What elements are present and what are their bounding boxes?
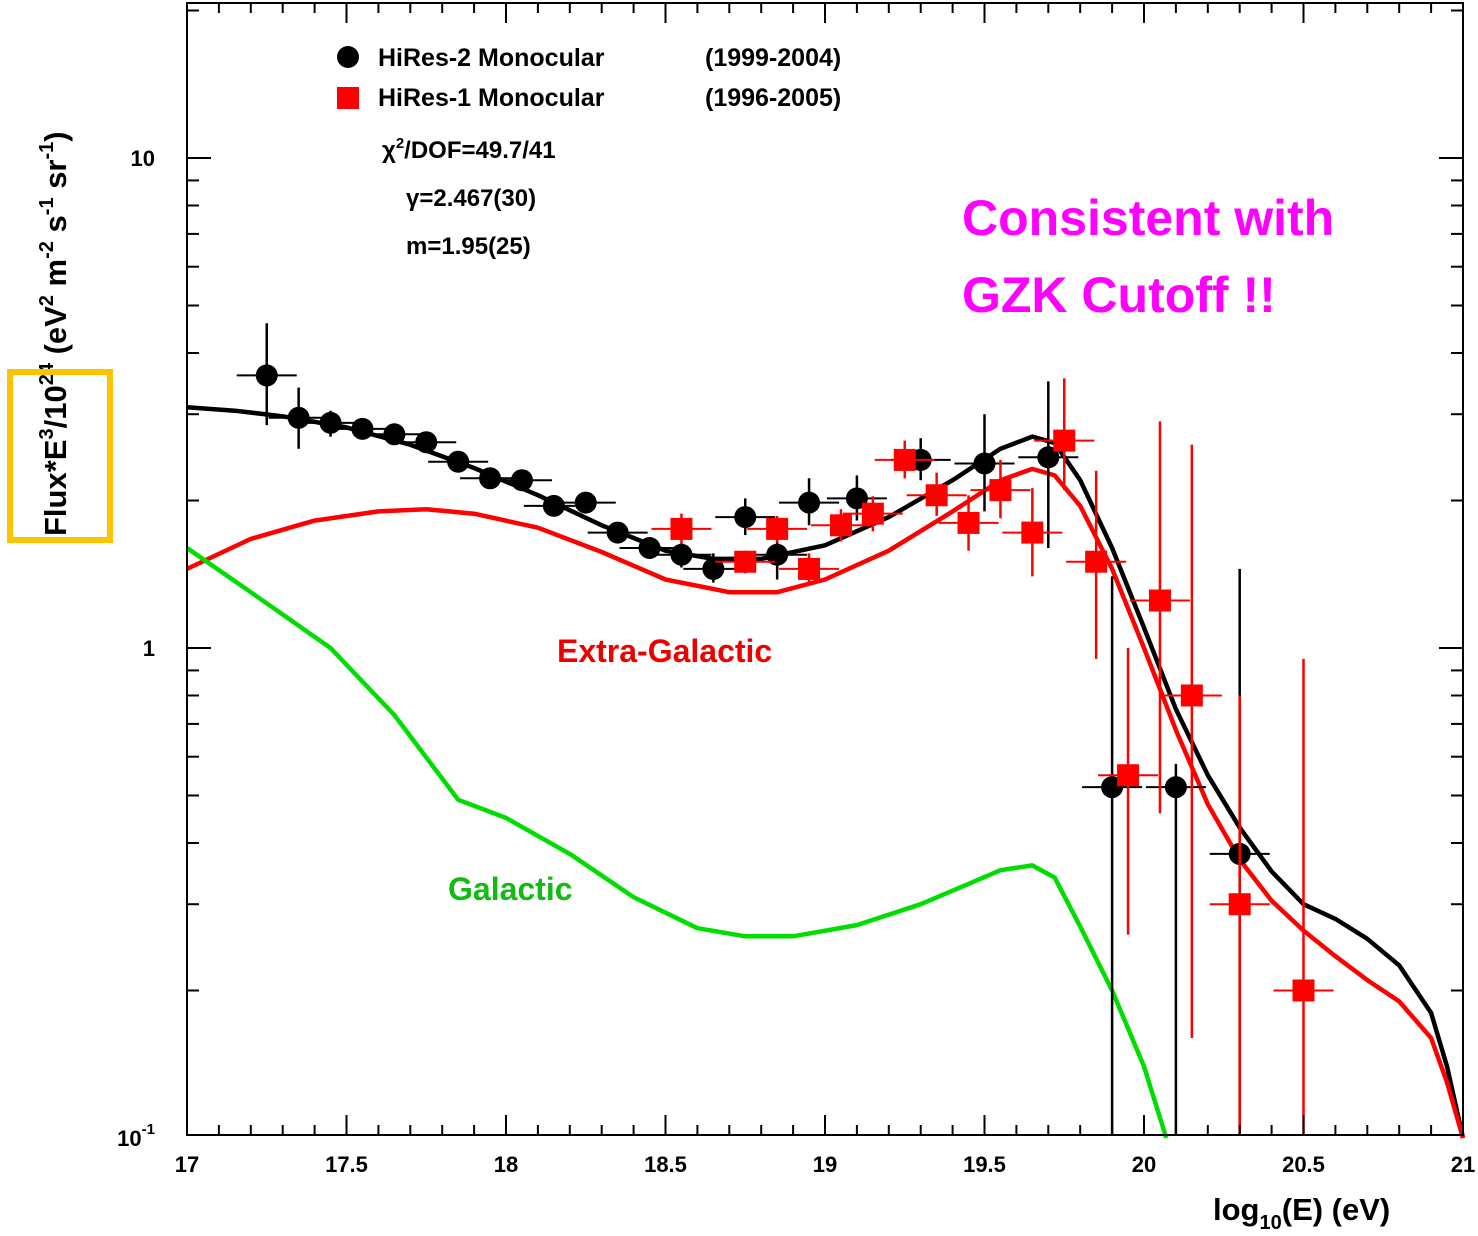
fit-stats: χ2/DOF=49.7/41 γ=2.467(30) m=1.95(25)	[382, 135, 556, 260]
chi2-dof: χ2/DOF=49.7/41	[382, 135, 556, 164]
data-point-square	[861, 502, 884, 525]
legend-marker-hires2	[337, 46, 359, 68]
y-tick-label: 10-1	[117, 1121, 155, 1151]
y-tick-exponent: -1	[142, 1121, 155, 1138]
data-point-circle	[766, 543, 789, 566]
gamma-value: γ=2.467(30)	[406, 185, 536, 212]
data-point-circle	[383, 423, 406, 446]
chart-text: HiRes-2 Monocular (1999-2004) HiRes-1 Mo…	[7, 44, 1390, 1234]
data-point-square	[1148, 589, 1171, 612]
y-axis-title-sup: -1	[36, 197, 58, 215]
chi-exponent: 2	[396, 135, 404, 152]
data-point-circle	[510, 469, 533, 492]
data-point-circle	[1037, 446, 1060, 469]
data-point-square	[925, 484, 948, 507]
data-point-circle	[798, 491, 821, 514]
data-point-circle	[1164, 776, 1187, 799]
y-tick-label: 1	[143, 636, 155, 661]
y-axis-title-part: Flux*E	[38, 440, 73, 536]
y-axis-title-part: sr	[38, 160, 73, 198]
data-point-circle	[638, 536, 661, 559]
data-point-square	[798, 557, 821, 580]
extra-galactic-curve	[186, 466, 1466, 1139]
data-point-square	[734, 550, 757, 573]
x-axis-title-rest: (E) (eV)	[1282, 1192, 1391, 1227]
data-point-circle	[574, 491, 597, 514]
legend-years-hires2: (1999-2004)	[705, 44, 841, 72]
total-fit-curve	[186, 404, 1466, 1139]
x-tick-label: 17.5	[325, 1152, 368, 1177]
data-point-square	[1292, 979, 1315, 1002]
data-point-circle	[351, 417, 374, 440]
y-axis-title-sup: 2	[36, 295, 58, 306]
data-point-circle	[606, 521, 629, 544]
legend-marker-hires1	[337, 87, 359, 109]
y-axis-title-sup: -2	[36, 241, 58, 259]
data-point-circle	[542, 494, 565, 517]
x-tick-label: 18.5	[644, 1152, 687, 1177]
data-point-square	[1085, 550, 1108, 573]
x-tick-label: 17	[175, 1152, 199, 1177]
data-point-circle	[287, 406, 310, 429]
data-point-circle	[255, 364, 278, 387]
data-point-circle	[479, 467, 502, 490]
y-axis-title-part: m	[38, 259, 73, 295]
highlight-box	[7, 369, 113, 543]
x-tick-label: 18	[494, 1152, 518, 1177]
m-value: m=1.95(25)	[406, 233, 531, 260]
data-point-circle	[447, 450, 470, 473]
data-point-circle	[973, 452, 996, 475]
fit-curves	[185, 404, 1466, 1139]
x-tick-label: 20.5	[1282, 1152, 1325, 1177]
gzk-note-line1: Consistent with	[962, 190, 1334, 246]
data-point-circle	[702, 557, 725, 580]
data-point-square	[1180, 684, 1203, 707]
y-tick-base: 1	[143, 636, 155, 661]
data-point-square	[893, 448, 916, 471]
x-tick-label: 19	[813, 1152, 837, 1177]
y-axis-title-part: s	[38, 215, 73, 241]
x-tick-label: 19.5	[963, 1152, 1006, 1177]
data-point-square	[1117, 764, 1140, 787]
y-axis-title-part: /10	[38, 385, 73, 428]
data-point-circle	[670, 543, 693, 566]
data-point-square	[989, 479, 1012, 502]
y-tick-base: 10	[131, 146, 155, 171]
data-point-square	[957, 511, 980, 534]
data-points	[236, 323, 1334, 1135]
x-tick-label: 20	[1132, 1152, 1156, 1177]
legend-label-hires1: HiRes-1 Monocular	[378, 84, 605, 112]
x-axis-title-base: log	[1213, 1192, 1260, 1227]
data-point-circle	[319, 411, 342, 434]
y-tick-label: 10	[131, 146, 155, 171]
legend: HiRes-2 Monocular (1999-2004) HiRes-1 Mo…	[337, 44, 841, 112]
y-axis-title-sup: -1	[36, 142, 58, 160]
y-axis-title-part: )	[38, 131, 73, 141]
extra-galactic-label: Extra-Galactic	[557, 633, 772, 669]
y-axis-title: Flux*E3/1024 (eV2 m-2 s-1 sr-1)	[36, 131, 73, 536]
y-tick-base: 10	[117, 1126, 141, 1151]
y-axis-title-sup: 3	[36, 428, 58, 439]
x-tick-label: 21	[1451, 1152, 1475, 1177]
data-point-square	[766, 517, 789, 540]
data-point-circle	[734, 506, 757, 529]
legend-years-hires1: (1996-2005)	[705, 84, 841, 112]
x-axis-title: log10(E) (eV)	[1213, 1192, 1390, 1234]
data-point-circle	[415, 431, 438, 454]
legend-label-hires2: HiRes-2 Monocular	[378, 44, 605, 72]
data-point-square	[1228, 893, 1251, 916]
data-point-square	[829, 514, 852, 537]
y-axis-title-part: (eV	[38, 306, 73, 363]
data-point-square	[670, 517, 693, 540]
chi-value: /DOF=49.7/41	[404, 137, 555, 164]
galactic-label: Galactic	[448, 871, 573, 907]
data-point-square	[1021, 521, 1044, 544]
x-axis-title-sub: 10	[1260, 1212, 1282, 1234]
chi-symbol: χ	[382, 137, 396, 164]
galactic-curve	[185, 546, 1169, 1139]
data-point-square	[1053, 429, 1076, 452]
gzk-note-line2: GZK Cutoff !!	[962, 267, 1276, 323]
